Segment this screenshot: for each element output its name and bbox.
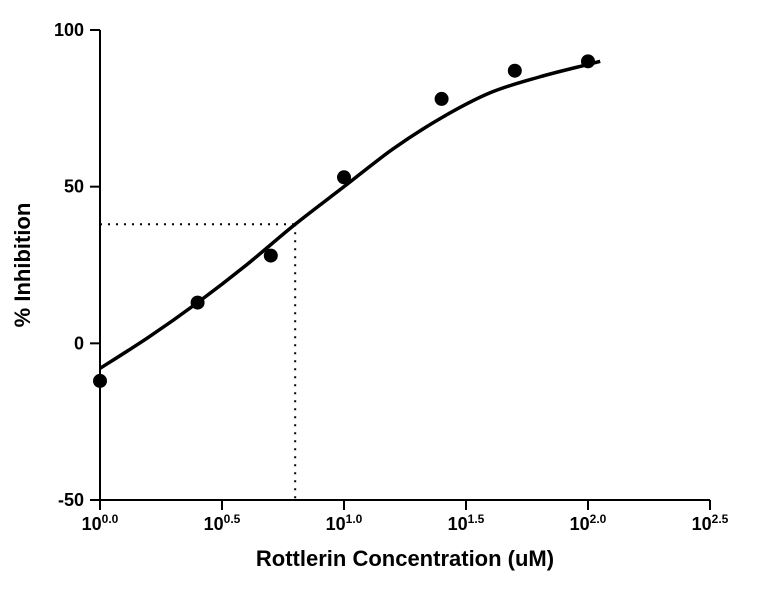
y-tick-label: 0 — [74, 333, 84, 353]
data-point — [508, 64, 522, 78]
x-tick-label: 102.0 — [570, 512, 607, 534]
x-ticks: 100.0 100.5 101.0 101.5 102.0 102.5 — [82, 500, 729, 534]
data-point — [435, 92, 449, 106]
x-tick-label: 100.0 — [82, 512, 119, 534]
fit-curve — [100, 61, 600, 368]
x-tick-label: 101.5 — [448, 512, 485, 534]
data-point — [337, 170, 351, 184]
x-tick-label: 101.0 — [326, 512, 363, 534]
data-markers — [93, 54, 595, 388]
reference-lines — [100, 224, 295, 500]
dose-response-chart: -50 0 50 100 100.0 100.5 101.0 101.5 102.0 102.5… — [0, 0, 764, 605]
axes: -50 0 50 100 100.0 100.5 101.0 101.5 102.0 102.5 — [54, 20, 729, 534]
y-tick-label: 100 — [54, 20, 84, 40]
y-ticks: -50 0 50 100 — [54, 20, 100, 510]
y-axis-title: % Inhibition — [10, 203, 35, 328]
data-point — [581, 54, 595, 68]
y-tick-label: -50 — [58, 490, 84, 510]
data-point — [191, 296, 205, 310]
y-tick-label: 50 — [64, 177, 84, 197]
data-point — [93, 374, 107, 388]
x-tick-label: 102.5 — [692, 512, 729, 534]
data-point — [264, 249, 278, 263]
x-axis-title: Rottlerin Concentration (uM) — [256, 546, 554, 571]
x-tick-label: 100.5 — [204, 512, 241, 534]
